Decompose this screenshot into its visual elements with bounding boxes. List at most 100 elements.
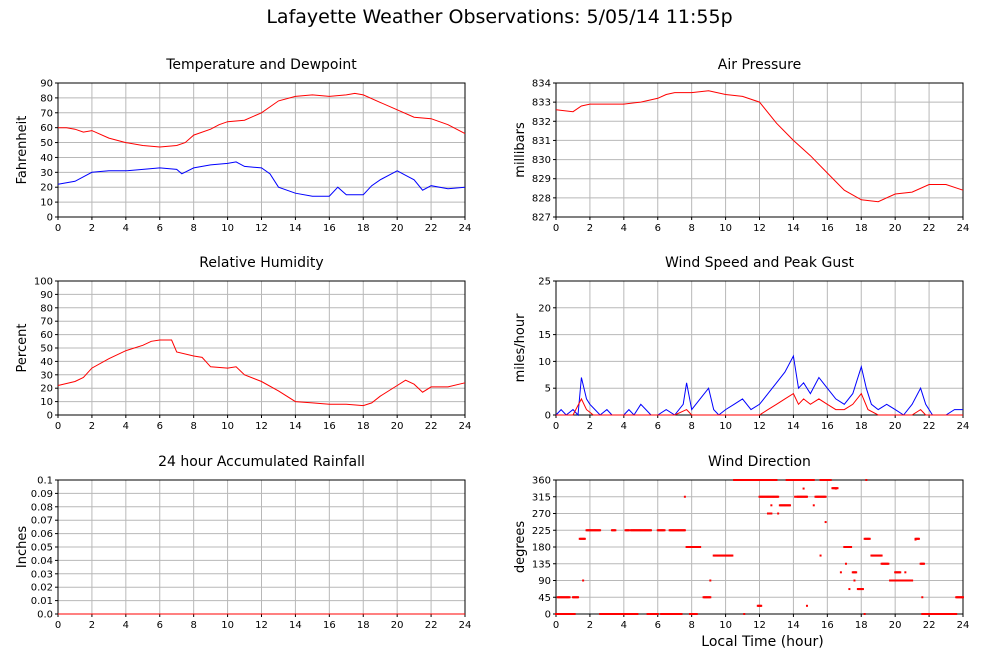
y-tick-label: 315 <box>532 492 551 503</box>
data-point <box>836 487 839 490</box>
x-tick-label: 18 <box>357 223 370 234</box>
x-tick-label: 2 <box>587 620 593 631</box>
data-point <box>760 604 763 607</box>
x-tick-label: 14 <box>787 421 800 432</box>
x-tick-label: 0 <box>55 620 61 631</box>
x-axis-title: Local Time (hour) <box>701 634 824 650</box>
x-tick-label: 4 <box>123 223 129 234</box>
y-tick-label: 0.03 <box>31 569 53 580</box>
y-tick-label: 30 <box>40 370 53 381</box>
chart-title: Temperature and Dewpoint <box>165 57 357 73</box>
data-point <box>955 613 958 615</box>
data-point <box>683 529 686 532</box>
y-tick-label: 0.02 <box>31 583 53 594</box>
data-point <box>680 613 683 615</box>
x-tick-label: 10 <box>719 620 732 631</box>
data-point <box>636 613 639 615</box>
y-tick-label: 827 <box>532 213 551 224</box>
x-tick-label: 18 <box>855 620 868 631</box>
y-tick-label: 828 <box>532 193 551 204</box>
x-tick-label: 2 <box>89 620 95 631</box>
wind-series-1-line <box>556 392 963 416</box>
chart-title: Wind Direction <box>708 454 811 470</box>
x-tick-label: 14 <box>289 223 302 234</box>
x-tick-label: 14 <box>787 223 800 234</box>
y-tick-label: 50 <box>40 138 53 149</box>
data-point <box>709 596 712 599</box>
plot-frame <box>555 82 964 218</box>
x-tick-label: 6 <box>157 620 163 631</box>
data-point <box>577 596 580 599</box>
x-tick-label: 0 <box>553 223 559 234</box>
data-point <box>865 479 868 481</box>
y-tick-label: 270 <box>532 509 551 520</box>
data-point <box>568 596 571 599</box>
x-tick-label: 24 <box>957 223 970 234</box>
y-tick-label: 0.08 <box>31 502 53 513</box>
data-point <box>627 529 630 532</box>
x-tick-label: 6 <box>157 421 163 432</box>
wind-series-0-line <box>555 354 963 417</box>
data-point <box>770 512 773 515</box>
data-point <box>573 613 576 615</box>
y-tick-label: 50 <box>40 344 53 355</box>
y-tick-label: 90 <box>538 576 551 587</box>
x-tick-label: 12 <box>753 620 766 631</box>
x-tick-label: 8 <box>688 421 694 432</box>
data-point <box>904 571 907 574</box>
x-tick-label: 14 <box>289 620 302 631</box>
y-tick-label: 0 <box>47 411 53 422</box>
data-point <box>805 604 808 607</box>
y-tick-label: 225 <box>532 526 551 537</box>
x-tick-label: 12 <box>255 223 268 234</box>
data-point <box>887 562 890 565</box>
data-point <box>656 613 659 615</box>
data-point <box>663 529 666 532</box>
data-point <box>911 579 914 582</box>
x-tick-label: 4 <box>621 620 627 631</box>
y-tick-label: 70 <box>40 317 53 328</box>
data-point <box>917 537 920 540</box>
y-tick-label: 833 <box>532 98 551 109</box>
x-tick-label: 14 <box>289 421 302 432</box>
data-point <box>863 613 866 615</box>
data-point <box>709 579 712 582</box>
data-point <box>770 504 773 507</box>
x-tick-label: 14 <box>787 620 800 631</box>
data-point <box>824 521 827 524</box>
data-point <box>929 613 932 615</box>
data-point <box>802 487 805 490</box>
data-point <box>683 495 686 498</box>
data-point <box>812 479 815 481</box>
x-tick-label: 16 <box>323 421 336 432</box>
x-tick-label: 18 <box>357 620 370 631</box>
chart-title: Wind Speed and Peak Gust <box>665 255 854 271</box>
y-tick-label: 0.04 <box>31 556 53 567</box>
x-tick-label: 2 <box>89 421 95 432</box>
y-tick-label: 180 <box>532 543 551 554</box>
data-point <box>775 479 778 481</box>
x-tick-label: 16 <box>323 620 336 631</box>
data-point <box>914 538 917 541</box>
data-point <box>731 554 734 557</box>
x-tick-label: 20 <box>889 223 902 234</box>
y-tick-label: 10 <box>40 397 53 408</box>
y-tick-label: 0 <box>545 411 551 422</box>
y-tick-label: 80 <box>40 93 53 104</box>
y-tick-label: 25 <box>538 277 551 288</box>
y-tick-label: 100 <box>34 277 53 288</box>
x-tick-label: 4 <box>621 421 627 432</box>
y-tick-label: 10 <box>538 357 551 368</box>
y-tick-label: 834 <box>532 79 551 90</box>
data-point <box>699 546 702 548</box>
y-axis-label: miles/hour <box>513 313 528 382</box>
direction-series-0-points <box>555 479 964 615</box>
x-tick-label: 2 <box>587 223 593 234</box>
x-tick-label: 20 <box>889 620 902 631</box>
x-tick-label: 8 <box>688 223 694 234</box>
data-point <box>565 613 568 615</box>
y-tick-label: 20 <box>40 384 53 395</box>
